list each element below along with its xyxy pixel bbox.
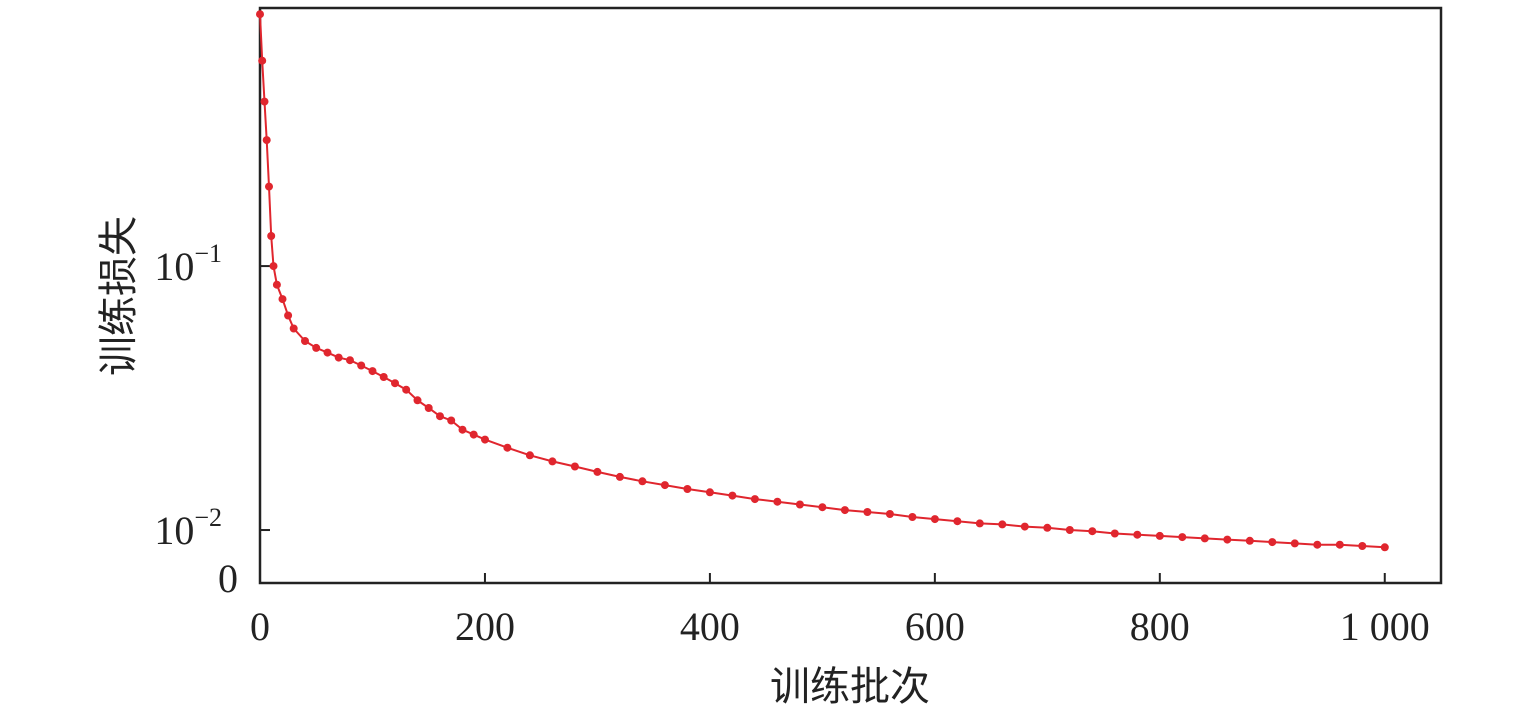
x-tick-label: 200 — [455, 604, 515, 649]
data-point — [1020, 522, 1029, 531]
data-point — [258, 56, 267, 65]
x-tick-label: 800 — [1130, 604, 1190, 649]
y-tick-exponent: −2 — [194, 503, 222, 532]
x-tick-label: 400 — [680, 604, 740, 649]
data-point — [413, 396, 422, 405]
data-point — [469, 430, 478, 439]
data-point — [284, 311, 293, 320]
data-point — [368, 367, 377, 376]
data-point — [447, 416, 456, 425]
data-point — [391, 379, 399, 388]
data-point — [908, 513, 917, 521]
data-point — [269, 262, 278, 271]
x-tick-label: 600 — [905, 604, 965, 649]
data-point — [548, 457, 557, 466]
data-point — [323, 348, 332, 357]
data-point — [840, 506, 849, 515]
data-point — [256, 10, 264, 19]
data-point — [570, 462, 579, 471]
data-point — [1110, 529, 1119, 538]
y-tick-label: 10−1 — [154, 239, 222, 289]
y-origin-label: 0 — [218, 556, 238, 601]
data-point — [357, 361, 366, 370]
data-point — [265, 182, 273, 191]
y-tick-base: 10 — [154, 244, 194, 289]
data-point — [705, 488, 714, 497]
data-point — [593, 467, 602, 476]
y-tick-label: 10−2 — [154, 503, 222, 553]
data-point — [1268, 538, 1277, 547]
data-point — [728, 491, 737, 500]
y-tick-exponent: −1 — [194, 239, 222, 268]
data-point — [379, 373, 388, 381]
data-point — [272, 280, 281, 289]
data-point — [262, 136, 271, 145]
x-tick-label: 0 — [250, 604, 270, 649]
data-point — [863, 508, 872, 516]
data-point — [301, 337, 309, 345]
data-point — [1313, 540, 1322, 549]
data-point — [1380, 543, 1389, 552]
data-point — [975, 519, 984, 528]
data-point — [885, 510, 894, 518]
data-point — [481, 435, 489, 444]
data-point — [660, 481, 669, 490]
data-point — [683, 485, 692, 493]
data-point — [260, 97, 269, 106]
data-point — [458, 425, 467, 434]
data-point — [1200, 534, 1209, 543]
data-point — [312, 343, 321, 352]
data-point — [346, 356, 354, 365]
loss-series-line — [259, 14, 1385, 549]
data-point — [818, 503, 827, 512]
data-point — [795, 500, 804, 509]
data-point — [638, 477, 647, 486]
data-point — [773, 497, 782, 506]
data-point — [1088, 527, 1097, 536]
data-point — [615, 472, 624, 481]
data-point — [1223, 535, 1232, 544]
data-point — [1043, 523, 1052, 532]
data-point — [289, 324, 298, 333]
loss-series-points — [256, 10, 1389, 552]
data-point — [953, 517, 962, 526]
data-point — [1065, 526, 1074, 534]
data-point — [930, 515, 939, 524]
data-point — [1133, 530, 1142, 539]
data-point — [402, 385, 411, 394]
data-point — [1335, 540, 1344, 549]
data-point — [1178, 533, 1187, 542]
data-point — [998, 520, 1007, 529]
data-point — [503, 443, 512, 452]
data-point — [1358, 542, 1367, 550]
data-point — [267, 232, 276, 240]
x-tick-label: 1 000 — [1340, 604, 1430, 649]
data-point — [1155, 531, 1164, 540]
y-axis: 10−110−2 — [154, 239, 270, 553]
data-point — [424, 404, 433, 412]
data-point — [1290, 539, 1299, 548]
data-point — [1245, 536, 1254, 545]
data-point — [278, 295, 287, 304]
data-point — [334, 353, 343, 362]
y-axis-label: 训练损失 — [96, 216, 142, 376]
x-axis: 0 200 400 600 800 1 000 — [250, 573, 1430, 649]
data-point — [525, 451, 534, 460]
x-axis-label: 训练批次 — [770, 664, 930, 710]
y-tick-base: 10 — [154, 508, 194, 553]
data-point — [750, 495, 759, 504]
data-point — [436, 412, 444, 421]
plot-frame — [258, 6, 1443, 585]
